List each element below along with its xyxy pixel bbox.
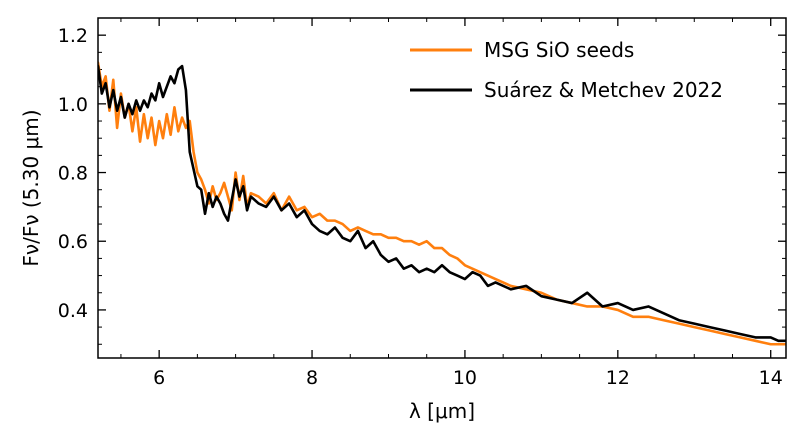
x-tick-label: 10 — [453, 367, 477, 389]
series-layer — [98, 61, 786, 346]
series-line-suarez-metchev-2022 — [98, 64, 786, 343]
x-axis-label: λ [μm] — [409, 399, 475, 423]
tick-labels: 6 8 10 12 14 0.4 0.6 0.8 1.0 1.2 — [58, 25, 783, 389]
legend: MSG SiO seeds Suárez & Metchev 2022 — [410, 38, 723, 102]
y-tick-label: 0.8 — [58, 163, 88, 185]
y-axis-label: Fν/Fν (5.30 μm) — [19, 109, 43, 266]
y-tick-label: 1.0 — [58, 94, 88, 116]
x-tick-label: 6 — [153, 367, 165, 389]
legend-label-msg-sio-seeds: MSG SiO seeds — [484, 38, 634, 62]
x-tick-label: 14 — [759, 367, 783, 389]
series-line-msg-sio-seeds — [98, 61, 786, 346]
major-ticks — [98, 18, 786, 358]
x-tick-label: 12 — [606, 367, 630, 389]
y-tick-label: 0.4 — [58, 300, 88, 322]
y-tick-label: 0.6 — [58, 231, 88, 253]
y-tick-label: 1.2 — [58, 25, 88, 47]
plot-frame — [97, 17, 787, 359]
x-tick-label: 8 — [306, 367, 318, 389]
legend-label-suarez-metchev-2022: Suárez & Metchev 2022 — [484, 78, 723, 102]
